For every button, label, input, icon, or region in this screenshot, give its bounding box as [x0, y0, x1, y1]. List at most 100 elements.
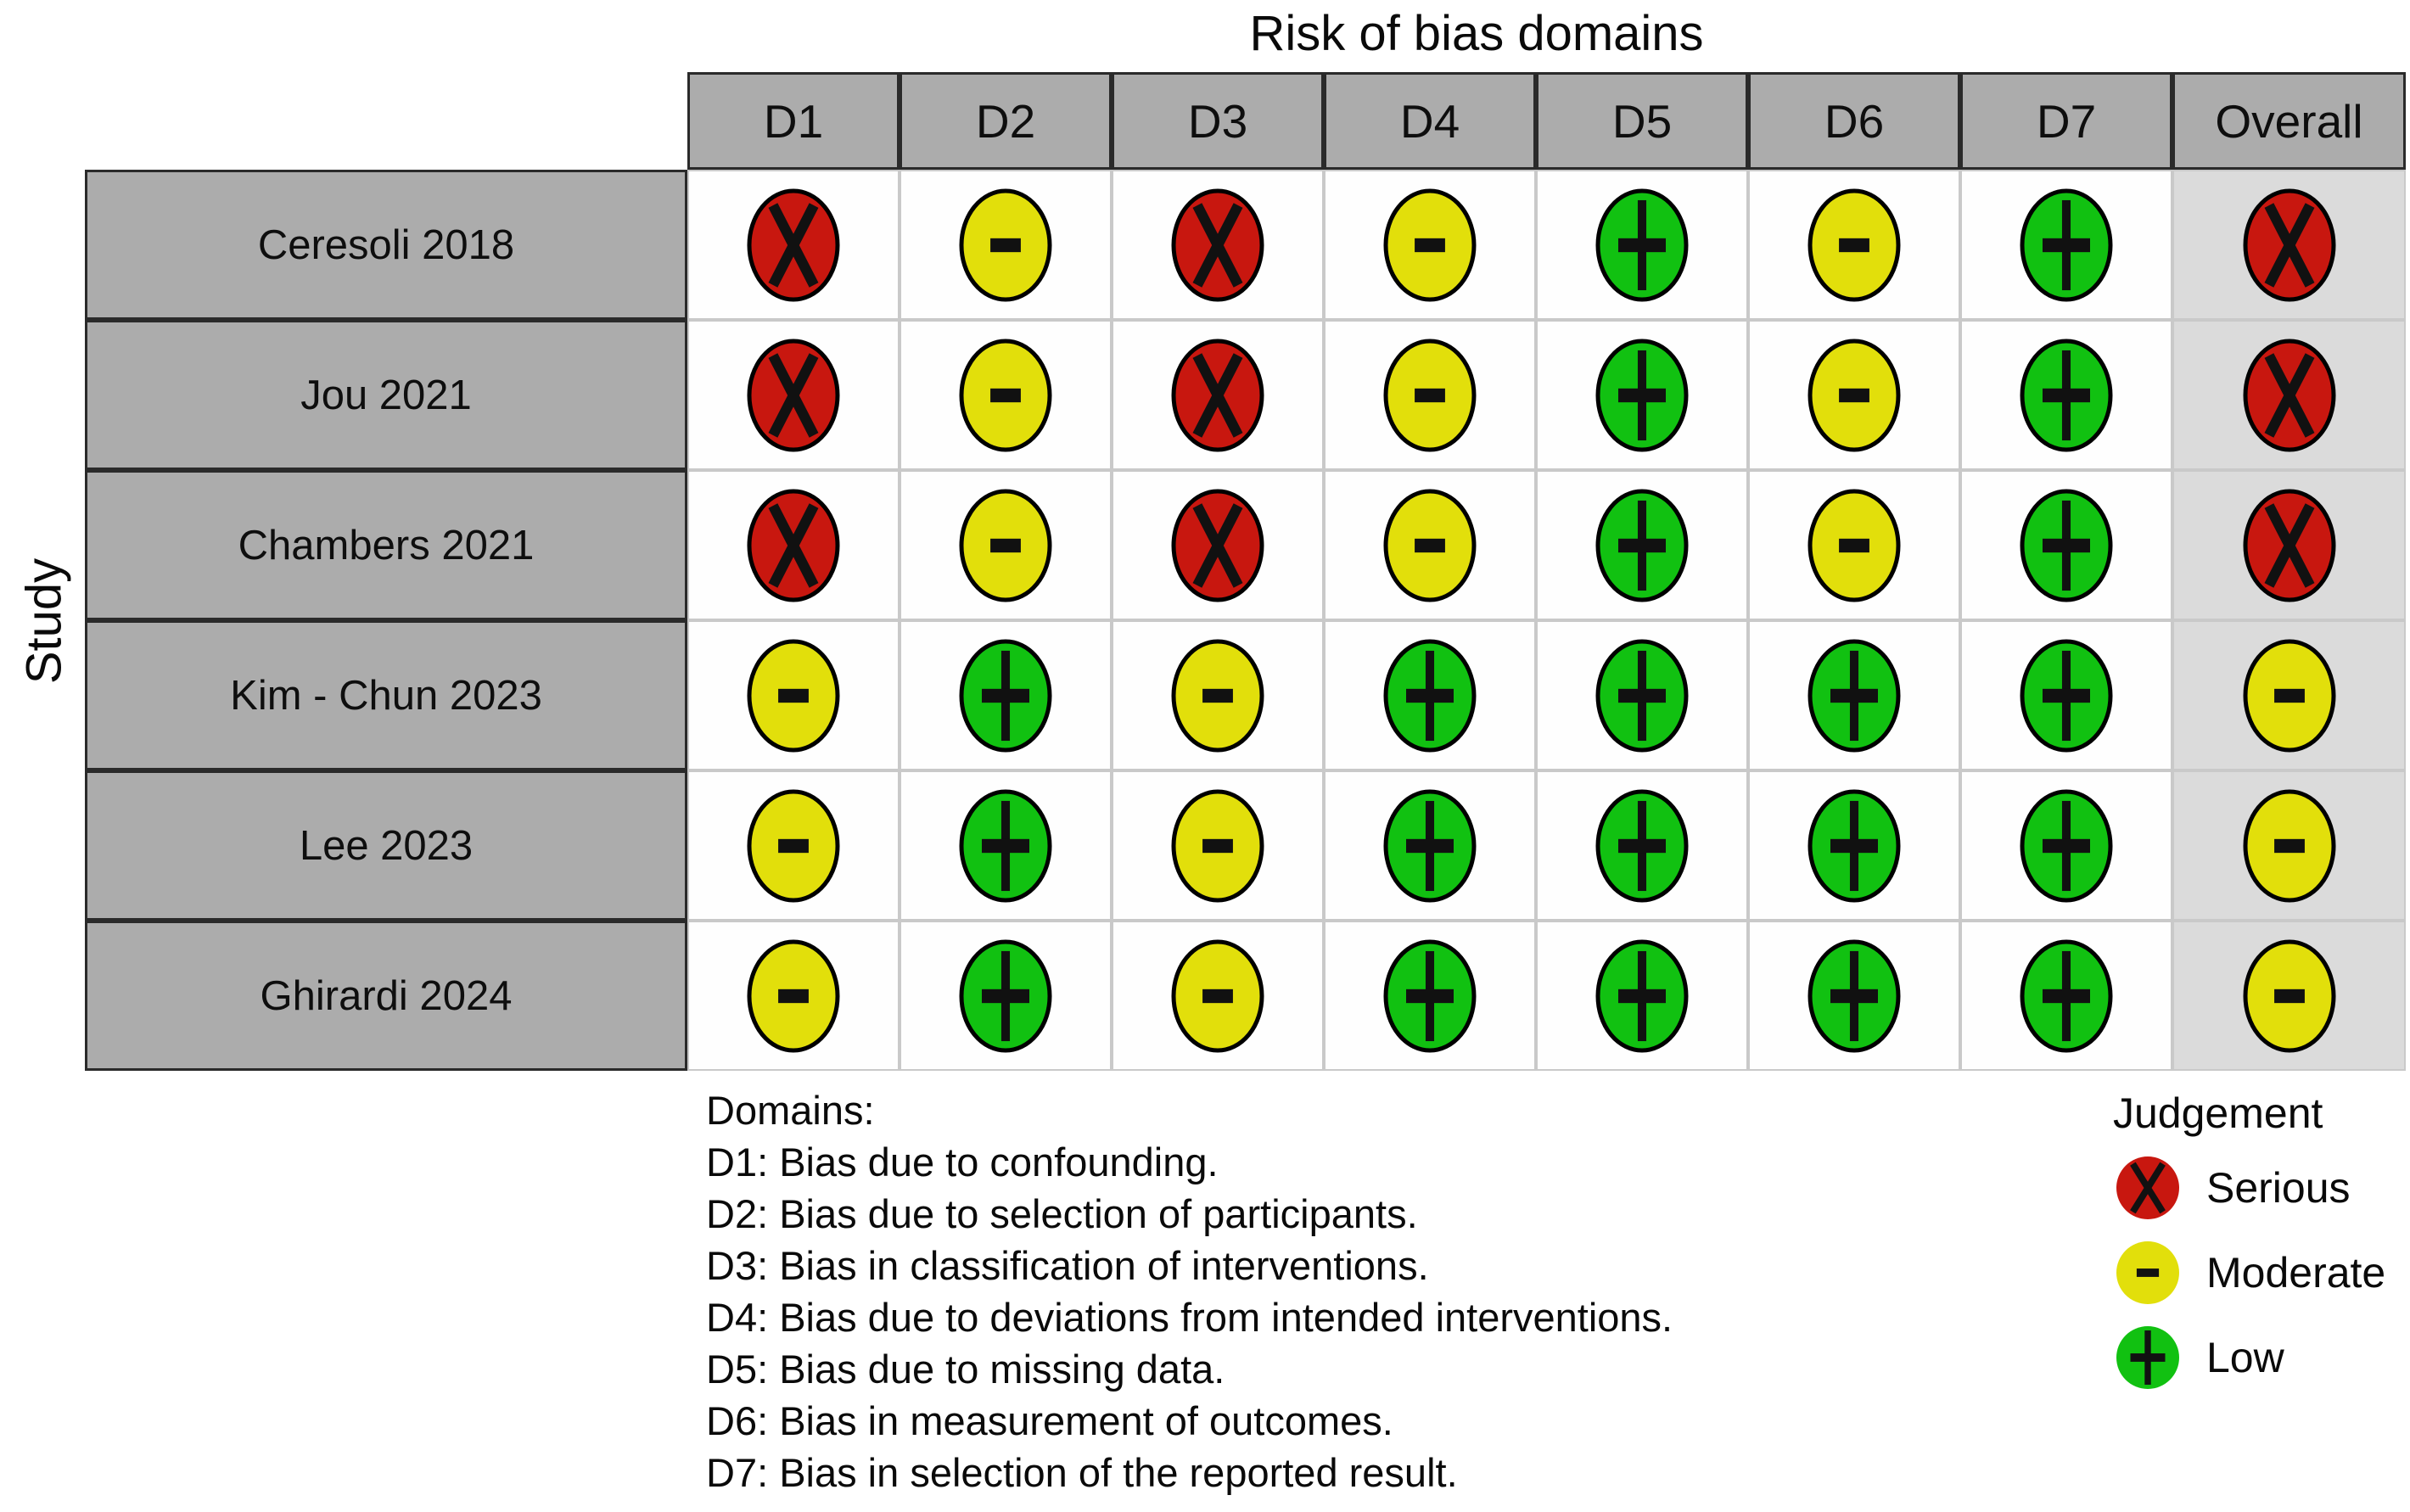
low-judgement-icon	[1808, 639, 1901, 752]
domain-definition-line: D4: Bias due to deviations from intended…	[706, 1295, 1673, 1340]
moderate-judgement-icon	[1383, 489, 1477, 602]
rating-cell	[1960, 320, 2172, 470]
low-judgement-icon	[1595, 639, 1689, 752]
moderate-judgement-icon	[2243, 639, 2335, 752]
rating-cell	[2172, 921, 2406, 1071]
serious-judgement-icon	[2243, 339, 2335, 451]
low-judgement-icon	[2020, 639, 2113, 752]
domain-definition-line: D5: Bias due to missing data.	[706, 1347, 1225, 1392]
rating-cell	[1536, 921, 1748, 1071]
serious-judgement-icon	[747, 339, 840, 451]
domain-definition-line: D2: Bias due to selection of participant…	[706, 1191, 1418, 1236]
rating-cell	[2172, 620, 2406, 770]
legend-item-low: Low	[2113, 1323, 2410, 1392]
rating-cell	[1960, 620, 2172, 770]
domain-definitions-heading: Domains:	[706, 1088, 875, 1133]
rating-cell	[1112, 170, 1324, 320]
moderate-judgement-icon	[2116, 1241, 2179, 1304]
rating-cell	[687, 921, 900, 1071]
moderate-judgement-icon	[1171, 939, 1264, 1052]
column-header-d1: D1	[687, 72, 900, 170]
moderate-judgement-icon	[747, 639, 840, 752]
rating-cell	[1536, 170, 1748, 320]
legend-items: Serious Moderate Low	[2113, 1153, 2410, 1392]
moderate-judgement-icon	[1383, 339, 1477, 451]
rating-cell	[1536, 320, 1748, 470]
rating-cell	[687, 170, 900, 320]
low-judgement-icon	[2020, 939, 2113, 1052]
rating-cell	[1324, 620, 1536, 770]
legend-item-label: Moderate	[2206, 1249, 2386, 1296]
rating-cell	[1536, 620, 1748, 770]
legend-item-label: Low	[2206, 1334, 2284, 1381]
row-label-study: Lee 2023	[85, 770, 687, 921]
rating-cell	[900, 620, 1112, 770]
moderate-judgement-icon	[1808, 489, 1901, 602]
moderate-judgement-icon	[959, 188, 1052, 301]
rating-cell	[900, 320, 1112, 470]
rating-cell	[1536, 770, 1748, 921]
rating-cell	[1324, 770, 1536, 921]
rating-cell	[1112, 620, 1324, 770]
low-judgement-icon	[1383, 789, 1477, 902]
rating-cell	[1112, 470, 1324, 620]
column-header-d5: D5	[1536, 72, 1748, 170]
legend-item-serious: Serious	[2113, 1153, 2410, 1223]
low-judgement-icon	[959, 939, 1052, 1052]
rating-cell	[2172, 170, 2406, 320]
judgement-legend: Judgement Serious Moderate Low	[2113, 1089, 2410, 1392]
rating-cell	[687, 320, 900, 470]
column-header-d3: D3	[1112, 72, 1324, 170]
traffic-light-grid: D1 D2 D3 D4 D5 D6 D7 Overall Ceresoli 2018 Jou 20…	[85, 72, 2406, 1071]
rating-cell	[2172, 470, 2406, 620]
rating-cell	[1960, 170, 2172, 320]
rating-cell	[1324, 320, 1536, 470]
rating-cell	[900, 770, 1112, 921]
moderate-judgement-icon	[1808, 188, 1901, 301]
rating-cell	[1324, 921, 1536, 1071]
moderate-judgement-icon	[747, 939, 840, 1052]
legend-item-label: Serious	[2206, 1164, 2351, 1212]
rating-cell	[1960, 921, 2172, 1071]
legend-item-moderate: Moderate	[2113, 1238, 2410, 1308]
low-judgement-icon	[1383, 939, 1477, 1052]
low-judgement-icon	[2020, 789, 2113, 902]
rating-cell	[1748, 320, 1960, 470]
low-judgement-icon	[1808, 789, 1901, 902]
serious-judgement-icon	[747, 188, 840, 301]
serious-judgement-icon	[1171, 339, 1264, 451]
domain-definitions-lines: D1: Bias due to confounding. D2: Bias due…	[706, 1136, 1673, 1498]
domain-definition-line: D7: Bias in selection of the reported re…	[706, 1450, 1458, 1495]
domain-definitions: Domains: D1: Bias due to confounding. D2:…	[706, 1084, 1673, 1498]
low-judgement-icon	[1595, 939, 1689, 1052]
low-judgement-icon	[1595, 789, 1689, 902]
rating-cell	[687, 620, 900, 770]
low-judgement-icon	[2020, 489, 2113, 602]
serious-judgement-icon	[1171, 489, 1264, 602]
row-label-study: Ceresoli 2018	[85, 170, 687, 320]
rating-cell	[1748, 470, 1960, 620]
low-judgement-icon	[1808, 939, 1901, 1052]
rating-cell	[900, 921, 1112, 1071]
moderate-judgement-icon	[1383, 188, 1477, 301]
legend-title: Judgement	[2113, 1089, 2323, 1137]
chart-title: Risk of bias domains	[1249, 6, 1704, 61]
rating-cell	[2172, 320, 2406, 470]
low-judgement-icon	[1595, 489, 1689, 602]
rating-cell	[1112, 320, 1324, 470]
serious-judgement-icon	[1171, 188, 1264, 301]
column-header-d2: D2	[900, 72, 1112, 170]
serious-judgement-icon	[2116, 1156, 2179, 1219]
domain-definition-line: D1: Bias due to confounding.	[706, 1140, 1219, 1184]
serious-judgement-icon	[2243, 489, 2335, 602]
rating-cell	[1748, 921, 1960, 1071]
row-label-study: Kim - Chun 2023	[85, 620, 687, 770]
row-label-study: Chambers 2021	[85, 470, 687, 620]
rating-cell	[1748, 170, 1960, 320]
rating-cell	[1960, 770, 2172, 921]
domain-definition-line: D6: Bias in measurement of outcomes.	[706, 1398, 1393, 1443]
row-label-study: Jou 2021	[85, 320, 687, 470]
column-header-d6: D6	[1748, 72, 1960, 170]
rating-cell	[1112, 921, 1324, 1071]
